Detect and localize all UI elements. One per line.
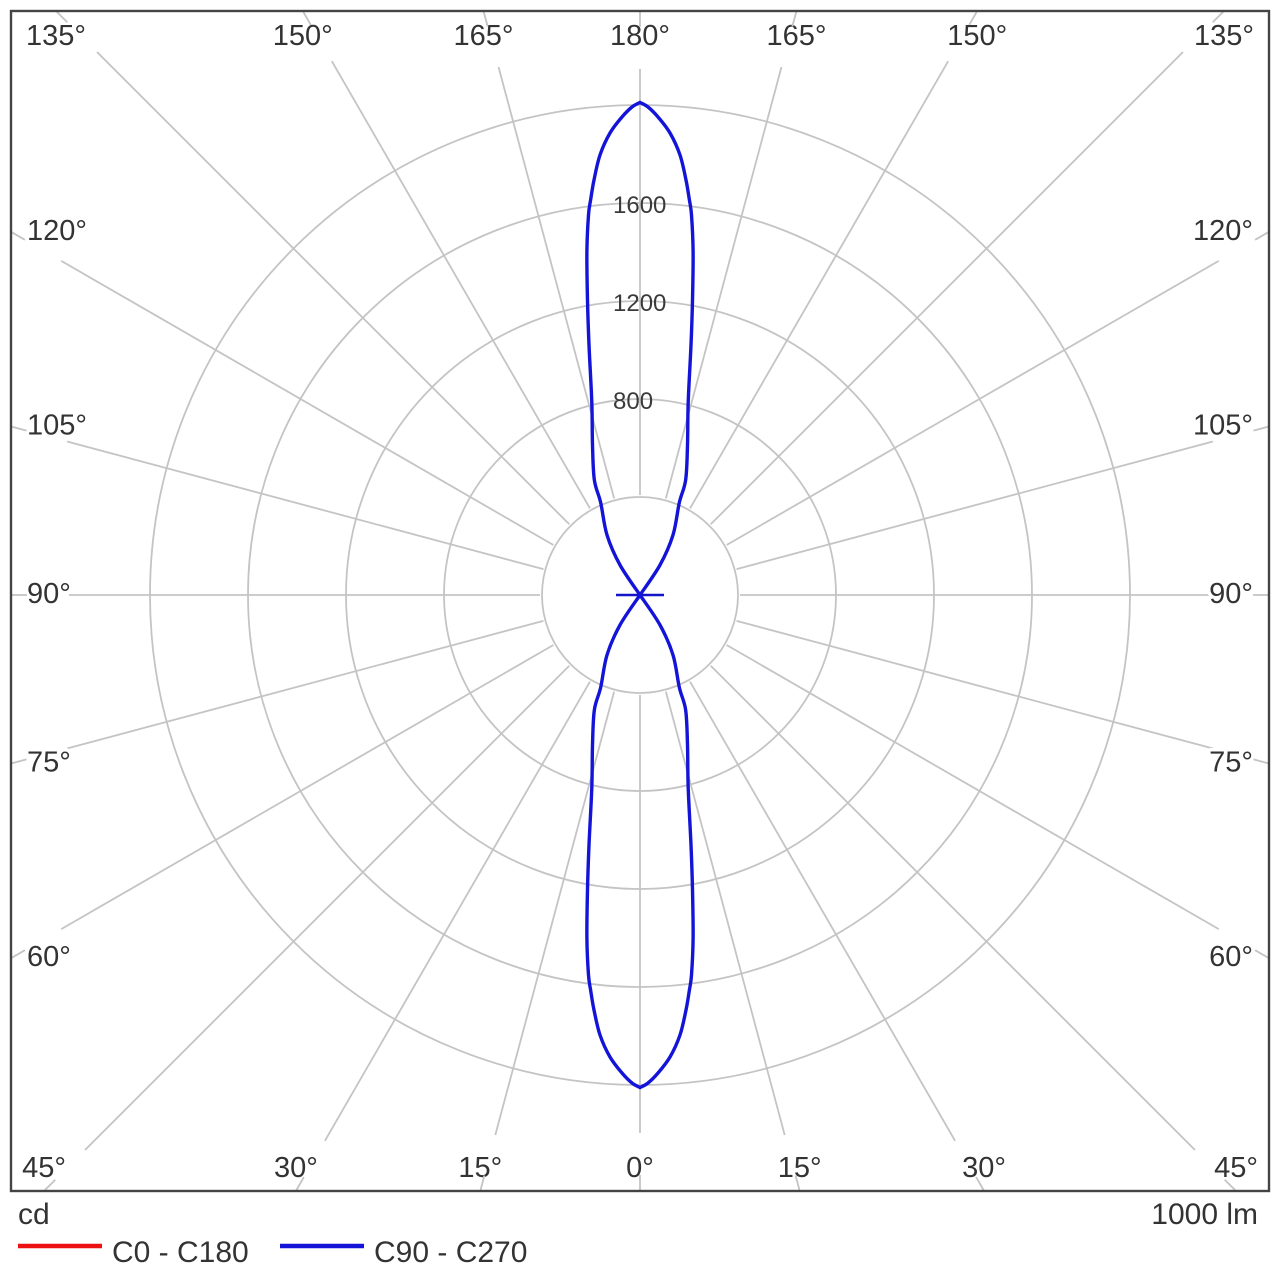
svg-text:1600: 1600	[613, 192, 666, 219]
svg-text:150°: 150°	[273, 20, 333, 52]
svg-text:90°: 90°	[27, 578, 71, 610]
svg-text:60°: 60°	[1209, 941, 1253, 973]
svg-text:cd: cd	[18, 1198, 50, 1231]
svg-text:120°: 120°	[1193, 215, 1253, 247]
svg-text:120°: 120°	[27, 215, 87, 247]
svg-text:1000 lm: 1000 lm	[1151, 1198, 1258, 1231]
svg-text:15°: 15°	[778, 1152, 822, 1184]
svg-text:15°: 15°	[458, 1152, 502, 1184]
svg-text:90°: 90°	[1209, 578, 1253, 610]
svg-text:45°: 45°	[1214, 1152, 1258, 1184]
svg-text:C90 - C270: C90 - C270	[374, 1236, 527, 1269]
svg-text:1200: 1200	[613, 290, 666, 317]
svg-text:165°: 165°	[767, 20, 827, 52]
svg-text:165°: 165°	[454, 20, 514, 52]
svg-text:105°: 105°	[27, 410, 87, 442]
svg-text:60°: 60°	[27, 941, 71, 973]
svg-text:105°: 105°	[1193, 410, 1253, 442]
svg-text:75°: 75°	[27, 747, 71, 779]
svg-text:75°: 75°	[1209, 747, 1253, 779]
svg-text:135°: 135°	[26, 20, 86, 52]
svg-text:150°: 150°	[947, 20, 1007, 52]
svg-text:135°: 135°	[1194, 20, 1254, 52]
svg-text:30°: 30°	[962, 1152, 1006, 1184]
svg-text:C0 - C180: C0 - C180	[112, 1236, 249, 1269]
svg-text:800: 800	[613, 388, 653, 415]
svg-text:45°: 45°	[22, 1152, 66, 1184]
svg-text:30°: 30°	[274, 1152, 318, 1184]
